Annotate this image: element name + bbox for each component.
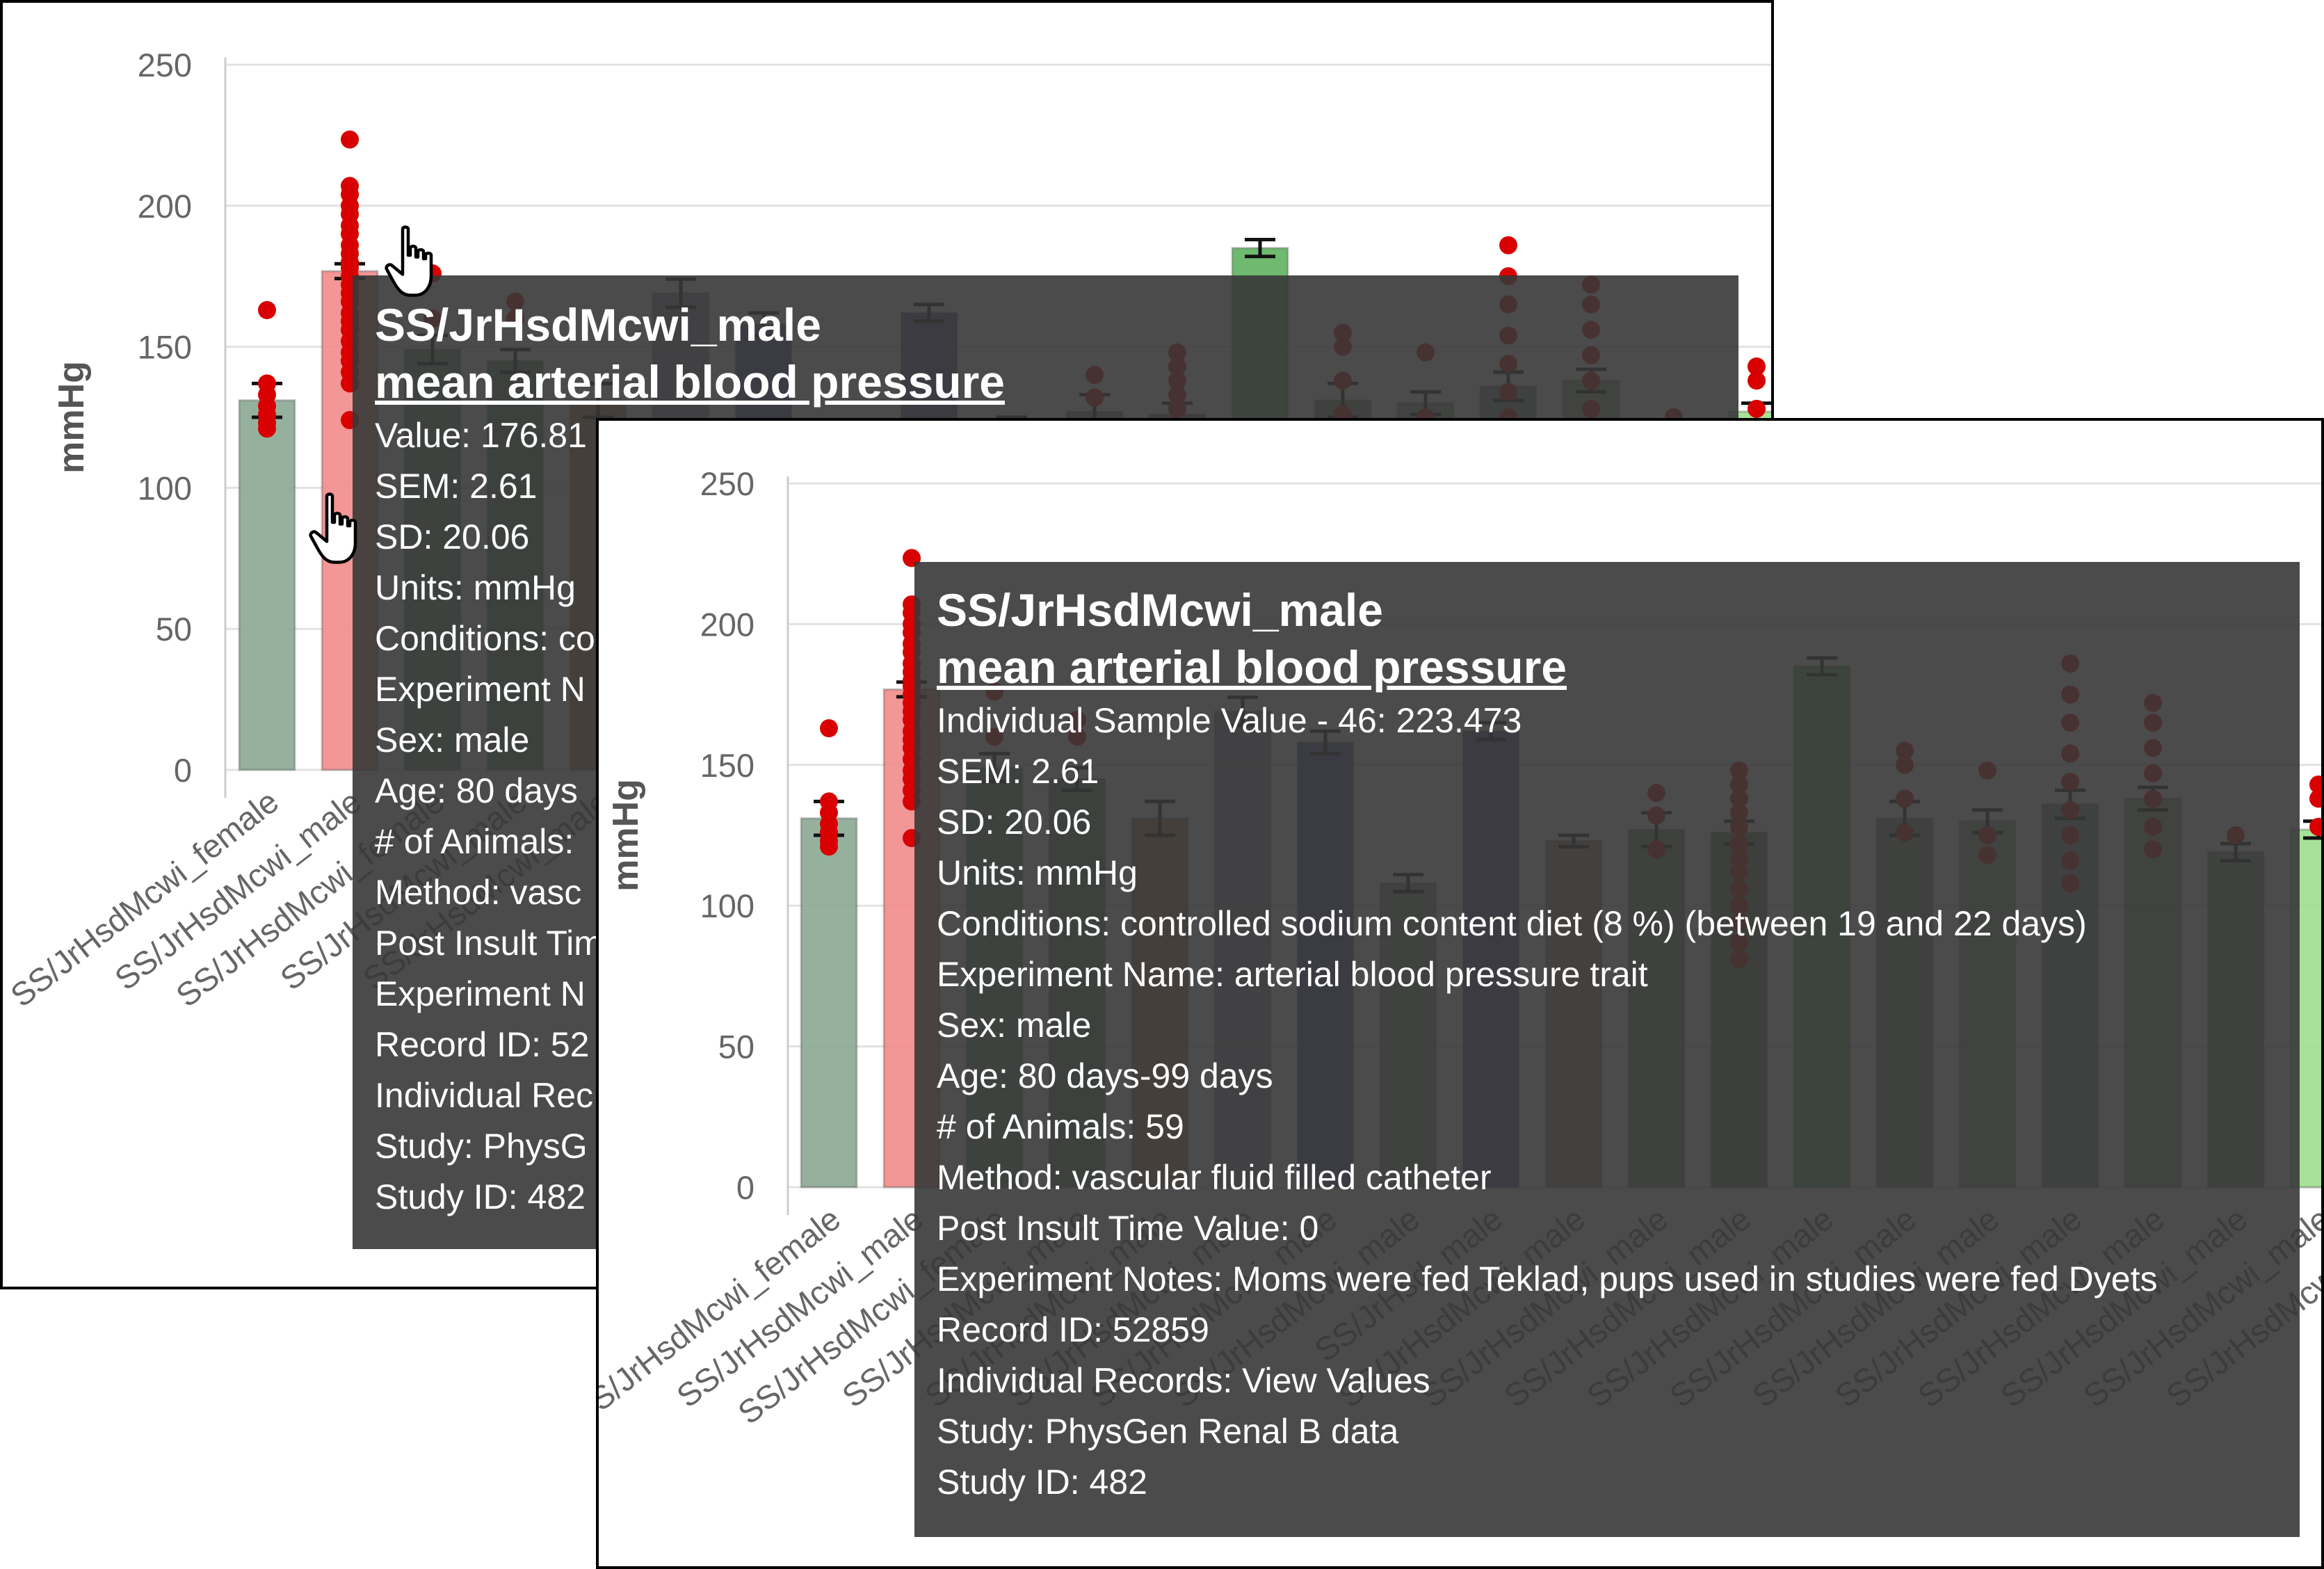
tooltip-line: Individual Rec (375, 1076, 594, 1115)
data-point (2309, 789, 2321, 808)
tooltip-line: Units: mmHg (375, 568, 576, 607)
tooltip-line: Experiment Name: arterial blood pressure… (937, 955, 1648, 994)
y-tick-label: 150 (700, 747, 755, 784)
tooltip-line: Individual Sample Value - 46: 223.473 (937, 701, 1522, 740)
data-point (258, 419, 276, 438)
tooltip-line: Conditions: co (375, 619, 595, 658)
y-tick-label: 250 (700, 465, 755, 502)
data-point (1499, 236, 1517, 255)
y-tick-label: 0 (736, 1169, 755, 1206)
tooltip-measure-link[interactable]: mean arterial blood pressure (375, 356, 1005, 408)
y-tick-label: 50 (718, 1029, 755, 1065)
tooltip-line: Method: vascular fluid filled catheter (937, 1158, 1492, 1197)
tooltip-line: Method: vasc (375, 873, 582, 912)
data-point (2309, 817, 2321, 836)
tooltip-strain: SS/JrHsdMcwi_male (937, 584, 1383, 636)
tooltip-details: Value: 176.81 SEM: 2.61 SD: 20.06 Units: mm… (375, 410, 1738, 1223)
tooltip-line: Study ID: 482 (937, 1463, 1147, 1502)
tooltip-line: # of Animals: 59 (937, 1107, 1184, 1146)
tooltip-line: Sex: male (375, 721, 530, 759)
tooltip-line: Study ID: 482 (375, 1177, 586, 1216)
y-axis-title: mmHg (606, 779, 646, 892)
y-tick-label: 200 (138, 188, 192, 225)
tooltip-measure-link[interactable]: mean arterial blood pressure (937, 641, 1567, 693)
tooltip-line: Sex: male (937, 1006, 1092, 1045)
tooltip-line: SD: 20.06 (375, 517, 530, 556)
bar (800, 817, 858, 1189)
tooltip-line: Study: PhysG (375, 1127, 588, 1166)
tooltip-line: Experiment N (375, 974, 586, 1013)
tooltip-line: Age: 80 days-99 days (937, 1056, 1273, 1095)
hand-pointer-icon (309, 492, 357, 564)
tooltip-line: Experiment Notes: Moms were fed Teklad, … (937, 1260, 2158, 1298)
tooltip-line: Study: PhysGen Renal B data (937, 1412, 1399, 1451)
tooltip-line: # of Animals: (375, 822, 574, 861)
data-point (341, 130, 359, 149)
tooltip-line: Conditions: controlled sodium content di… (937, 904, 2087, 943)
data-point (1748, 399, 1766, 418)
y-tick-label: 200 (700, 606, 755, 643)
data-point (258, 300, 276, 319)
data-point (2309, 775, 2321, 794)
data-point (1748, 357, 1766, 376)
y-tick-label: 100 (138, 469, 192, 506)
y-tick-label: 250 (138, 47, 192, 83)
chart-screenshot-front: 0 50 100 150 200 250 mmHg SS/JrHsdMcwi_female SS… (596, 418, 2324, 1569)
hand-pointer-icon (385, 225, 433, 297)
tooltip-line: SEM: 2.61 (375, 467, 538, 506)
tooltip-details: Individual Sample Value - 46: 223.473 SEM… (937, 695, 2300, 1508)
tooltip-line: Record ID: 52859 (937, 1310, 1209, 1349)
tooltip-strain: SS/JrHsdMcwi_male (375, 299, 821, 351)
tooltip-line: Experiment N (375, 670, 586, 709)
data-point (820, 719, 838, 738)
data-tooltip: SS/JrHsdMcwi_male mean arterial blood pr… (914, 562, 2300, 1537)
tooltip-line: Post Insult Time Value: 0 (937, 1209, 1319, 1248)
y-tick-label: 100 (700, 887, 755, 924)
tooltip-line: Post Insult Tim (375, 924, 603, 963)
y-tick-label: 0 (174, 752, 192, 789)
tooltip-line: Value: 176.81 (375, 416, 587, 455)
data-point (820, 837, 838, 856)
tooltip-line[interactable]: Individual Records: View Values (937, 1361, 1430, 1400)
tooltip-line: SEM: 2.61 (937, 752, 1099, 791)
bar (238, 399, 296, 771)
tooltip-line: Age: 80 days (375, 771, 578, 810)
tooltip-line: Record ID: 52 (375, 1025, 590, 1064)
y-tick-label: 50 (156, 611, 192, 647)
y-axis-title: mmHg (51, 361, 92, 474)
tooltip-line: SD: 20.06 (937, 803, 1092, 842)
y-tick-label: 150 (138, 329, 192, 366)
tooltip-line: Units: mmHg (937, 853, 1138, 892)
data-point (1748, 371, 1766, 390)
